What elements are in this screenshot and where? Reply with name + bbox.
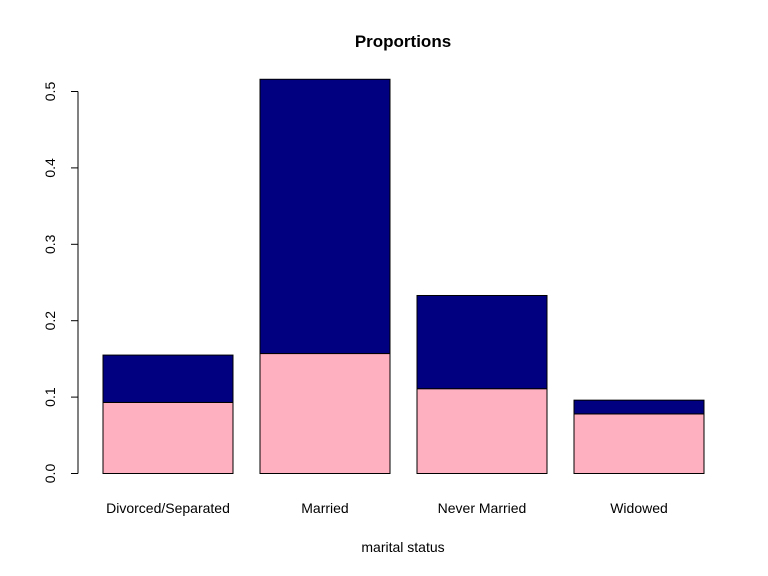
bar-never-married-seg-2	[416, 294, 548, 390]
bar-widowed-seg-2	[573, 399, 705, 415]
bar-divorced-separated-seg-1	[102, 401, 234, 474]
y-tick-label: 0.2	[42, 311, 58, 331]
y-tick-label: 0.0	[42, 464, 58, 484]
chart-title: Proportions	[355, 32, 451, 51]
x-tick-label: Never Married	[438, 500, 527, 516]
y-tick-label: 0.5	[42, 82, 58, 102]
bar-married-seg-2	[259, 78, 391, 355]
bar-divorced-separated-seg-2	[102, 354, 234, 403]
x-axis-label: marital status	[361, 539, 444, 555]
y-axis: 0.0 0.1 0.2 0.3 0.4 0.5	[42, 82, 79, 484]
bar-widowed-seg-1	[573, 413, 705, 474]
x-tick-label: Divorced/Separated	[106, 500, 230, 516]
bars-group	[102, 78, 705, 475]
y-tick-label: 0.4	[42, 158, 58, 178]
bar-never-married-seg-1	[416, 388, 548, 475]
x-tick-label: Widowed	[610, 500, 668, 516]
x-category-labels: Divorced/Separated Married Never Married Wi…	[106, 500, 668, 516]
x-tick-label: Married	[301, 500, 348, 516]
y-tick-label: 0.1	[42, 387, 58, 407]
y-tick-label: 0.3	[42, 234, 58, 254]
bar-married-seg-1	[259, 353, 391, 474]
